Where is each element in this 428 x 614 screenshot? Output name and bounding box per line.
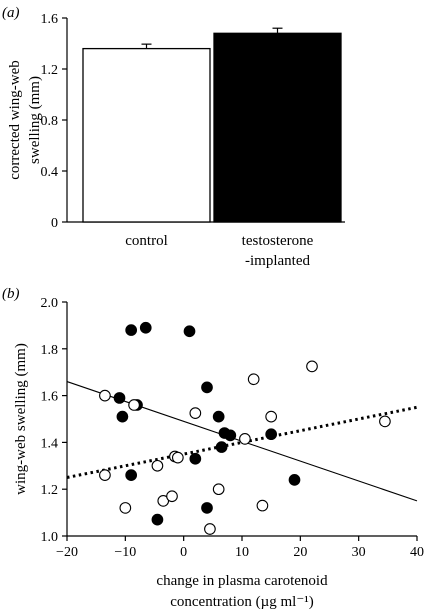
x-tick-label: −10: [114, 545, 136, 560]
open-point: [306, 360, 318, 373]
y-axis-title: corrected wing-web swelling (mm): [7, 60, 43, 180]
open-point: [166, 490, 178, 503]
y-tick-label: 0.8: [41, 114, 59, 129]
filled-point: [151, 513, 164, 526]
tick-labels: 0 0.4 0.8 1.2 1.6: [41, 12, 59, 231]
axes: [62, 301, 418, 541]
y-axis-title: wing-web swelling (mm): [13, 343, 29, 495]
y-tick-label: 1.2: [41, 483, 59, 498]
tick-labels: 1.0 1.2 1.4 1.6 1.8 2.0 −20 −10 0 10 20 30 40: [41, 296, 425, 560]
filled-point: [125, 469, 138, 482]
filled-point: [212, 410, 225, 423]
panel-label: (a): [2, 5, 20, 21]
open-point: [265, 410, 278, 423]
filled-point: [224, 429, 237, 442]
y-tick-label: 1.6: [41, 390, 59, 405]
open-point: [379, 415, 391, 428]
filled-point: [288, 473, 301, 486]
filled-point: [215, 441, 228, 453]
x-tick-label: 40: [410, 545, 424, 560]
y-axis-title-text: corrected wing-web swelling (mm): [7, 60, 43, 180]
y-tick-label: 0.4: [41, 165, 59, 180]
y-axis-title-text: wing-web swelling (mm): [13, 343, 29, 495]
y-tick-label: 1.0: [41, 530, 59, 545]
y-tick-label: 0: [51, 216, 58, 231]
x-axis-title-text: change in plasma carotenoid concentration…: [156, 573, 328, 610]
open-point: [119, 502, 132, 514]
filled-point: [189, 452, 202, 465]
x-tick-label: 0: [180, 545, 187, 560]
open-point: [204, 523, 216, 535]
filled-point: [201, 502, 213, 514]
panel-label: (b): [2, 286, 20, 302]
bars: [82, 27, 342, 223]
category-labels: control testosterone -implanted: [125, 233, 313, 269]
filled-point: [201, 381, 213, 394]
filled-point: [183, 325, 196, 338]
x-tick-label: −20: [56, 545, 78, 560]
filled-point: [139, 321, 152, 334]
x-tick-label: 20: [293, 545, 307, 560]
category-label: testosterone -implanted: [242, 233, 314, 269]
x-tick-label: 30: [352, 545, 366, 560]
bar: [82, 47, 211, 223]
y-tick-label: 2.0: [41, 296, 59, 311]
open-point: [99, 469, 111, 482]
filled-point: [265, 428, 278, 441]
x-axis-title: change in plasma carotenoid concentration…: [156, 573, 328, 610]
scatter-chart-panel: (b) wing-web swelling (mm) 1.01.21.41.61…: [2, 286, 424, 610]
filled-point: [125, 324, 138, 336]
y-tick-label: 1.8: [41, 343, 59, 358]
filled-point: [116, 410, 129, 423]
y-tick-label: 1.6: [41, 12, 59, 27]
y-tick-label: 1.4: [41, 436, 59, 451]
open-point: [171, 451, 184, 464]
open-point: [239, 433, 251, 445]
category-label: control: [125, 233, 168, 249]
filled-point: [113, 392, 126, 404]
x-tick-label: 10: [235, 545, 249, 560]
y-tick-label: 1.2: [41, 63, 59, 78]
points: [99, 321, 391, 535]
open-point: [189, 407, 202, 420]
open-point: [212, 483, 225, 496]
open-point: [99, 389, 111, 402]
open-point: [256, 499, 269, 512]
open-point: [247, 373, 260, 386]
bar: [213, 32, 342, 223]
open-point: [151, 459, 164, 472]
open-point: [128, 399, 140, 411]
bar-chart-panel: (a) corrected wing-web swelling (mm) 0 0.4…: [2, 5, 345, 269]
